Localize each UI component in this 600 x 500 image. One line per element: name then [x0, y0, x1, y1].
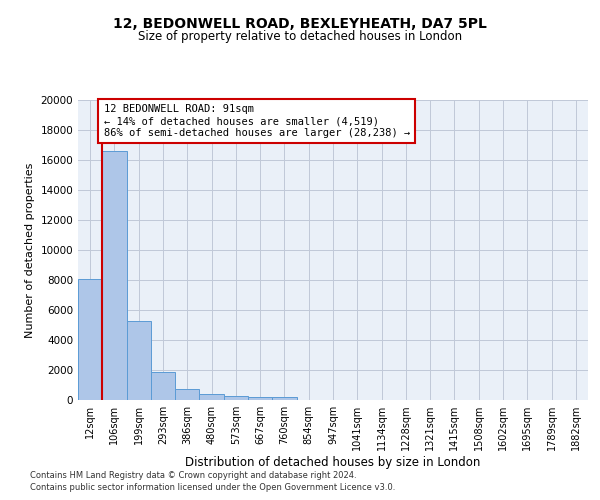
- Bar: [102, 151, 127, 400]
- Bar: [248, 397, 272, 400]
- Bar: [127, 320, 151, 400]
- Bar: [78, 278, 102, 400]
- Bar: [272, 398, 296, 400]
- Text: 12, BEDONWELL ROAD, BEXLEYHEATH, DA7 5PL: 12, BEDONWELL ROAD, BEXLEYHEATH, DA7 5PL: [113, 18, 487, 32]
- Text: Contains HM Land Registry data © Crown copyright and database right 2024.: Contains HM Land Registry data © Crown c…: [30, 471, 356, 480]
- Text: 12 BEDONWELL ROAD: 91sqm
← 14% of detached houses are smaller (4,519)
86% of sem: 12 BEDONWELL ROAD: 91sqm ← 14% of detach…: [104, 104, 410, 138]
- X-axis label: Distribution of detached houses by size in London: Distribution of detached houses by size …: [185, 456, 481, 469]
- Bar: [151, 372, 175, 400]
- Bar: [199, 394, 224, 400]
- Text: Contains public sector information licensed under the Open Government Licence v3: Contains public sector information licen…: [30, 484, 395, 492]
- Text: Size of property relative to detached houses in London: Size of property relative to detached ho…: [138, 30, 462, 43]
- Y-axis label: Number of detached properties: Number of detached properties: [25, 162, 35, 338]
- Bar: [224, 396, 248, 400]
- Bar: [175, 389, 199, 400]
